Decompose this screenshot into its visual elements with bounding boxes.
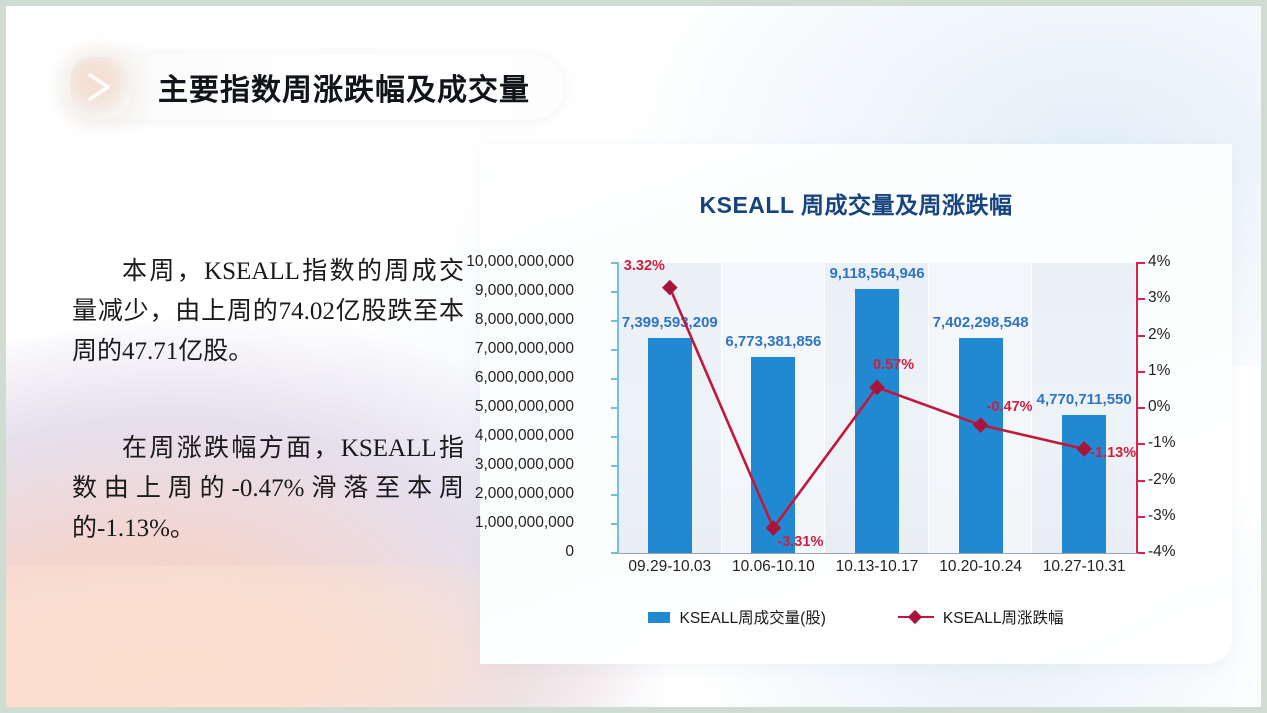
volume-bar[interactable] bbox=[855, 288, 899, 553]
percent-tick-label: 4% bbox=[1148, 253, 1171, 270]
volume-tick bbox=[611, 407, 617, 409]
percent-point-label: -0.47% bbox=[986, 399, 1033, 416]
percent-tick bbox=[1138, 370, 1145, 373]
volume-tick bbox=[611, 349, 617, 351]
volume-bar[interactable] bbox=[1062, 414, 1107, 553]
volume-tick bbox=[611, 378, 617, 380]
percent-tick-label: -2% bbox=[1148, 470, 1176, 488]
percent-point-label: 0.57% bbox=[873, 357, 915, 374]
volume-tick-label: 3,000,000,000 bbox=[474, 456, 574, 473]
percent-tick-label: 3% bbox=[1148, 289, 1171, 307]
page-title: 主要指数周涨跌幅及成交量 bbox=[158, 74, 530, 107]
legend-label-volume: KSEALL周成交量(股) bbox=[679, 610, 826, 627]
volume-tick bbox=[611, 494, 617, 496]
x-axis-label: 09.29-10.03 bbox=[628, 558, 712, 575]
slide-canvas: 主要指数周涨跌幅及成交量 本周，KSEALL指数的周成交量减少，由上周的74.0… bbox=[6, 6, 1261, 707]
volume-tick bbox=[611, 320, 617, 322]
chevron-right-icon bbox=[64, 54, 134, 120]
chart-legend: KSEALL周成交量(股) KSEALL周涨跌幅 bbox=[480, 606, 1232, 628]
volume-tick-label: 0 bbox=[565, 543, 574, 560]
chart-baseline bbox=[617, 553, 1138, 554]
percent-tick bbox=[1138, 479, 1145, 482]
volume-tick-label: 6,000,000,000 bbox=[474, 369, 574, 386]
percent-tick bbox=[1138, 552, 1145, 554]
volume-tick bbox=[611, 436, 617, 438]
percent-axis-line bbox=[1136, 262, 1138, 554]
volume-bar-label: 7,402,298,548 bbox=[932, 314, 1029, 332]
x-axis-label: 10.27-10.31 bbox=[1042, 558, 1126, 575]
narrative-paragraph-1: 本周，KSEALL指数的周成交量减少，由上周的74.02亿股跌至本周的47.71… bbox=[72, 258, 464, 365]
volume-tick bbox=[611, 262, 617, 264]
volume-tick bbox=[611, 523, 617, 525]
volume-tick bbox=[611, 291, 617, 293]
percent-tick bbox=[1138, 443, 1145, 446]
legend-swatch-volume bbox=[648, 611, 671, 623]
legend-item-percent[interactable]: KSEALL周涨跌幅 bbox=[897, 606, 1064, 628]
narrative-paragraph-2: 在周涨跌幅方面，KSEALL指数由上周的-0.47%滑落至本周的-1.13%。 bbox=[72, 435, 464, 542]
volume-tick-label: 8,000,000,000 bbox=[474, 311, 574, 328]
percent-tick-label: 1% bbox=[1148, 361, 1171, 379]
percent-tick-label: -3% bbox=[1148, 506, 1176, 524]
percent-tick bbox=[1138, 298, 1145, 301]
volume-tick-label: 10,000,000,000 bbox=[466, 253, 574, 270]
volume-bar[interactable] bbox=[647, 338, 692, 553]
volume-tick-label: 2,000,000,000 bbox=[474, 485, 574, 502]
volume-bar-label: 7,399,593,209 bbox=[621, 314, 718, 332]
volume-tick-label: 9,000,000,000 bbox=[474, 282, 574, 299]
legend-label-percent: KSEALL周涨跌幅 bbox=[942, 610, 1064, 627]
percent-tick-label: -4% bbox=[1148, 543, 1176, 560]
volume-tick-label: 7,000,000,000 bbox=[474, 340, 574, 357]
chart-title: KSEALL 周成交量及周涨跌幅 bbox=[699, 192, 1013, 218]
volume-tick bbox=[611, 465, 617, 467]
volume-tick-label: 5,000,000,000 bbox=[474, 398, 574, 415]
percent-point-label: -3.31% bbox=[777, 533, 824, 550]
x-axis-label: 10.06-10.10 bbox=[732, 558, 815, 575]
percent-tick-label: 0% bbox=[1148, 398, 1171, 415]
volume-bar-label: 9,118,564,946 bbox=[829, 264, 925, 282]
volume-bar-label: 6,773,381,856 bbox=[725, 332, 822, 350]
percent-tick-label: -1% bbox=[1148, 434, 1176, 452]
plot-column-4 bbox=[1032, 263, 1136, 553]
volume-tick-label: 4,000,000,000 bbox=[474, 427, 574, 444]
x-axis-label: 10.13-10.17 bbox=[835, 558, 919, 575]
legend-marker-percent bbox=[897, 609, 934, 625]
volume-tick-label: 1,000,000,000 bbox=[474, 514, 574, 531]
volume-tick bbox=[611, 552, 617, 554]
percent-tick bbox=[1138, 515, 1145, 518]
percent-tick-label: 2% bbox=[1148, 325, 1171, 343]
narrative-text: 本周，KSEALL指数的周成交量减少，由上周的74.02亿股跌至本周的47.71… bbox=[72, 252, 464, 549]
percent-tick bbox=[1138, 262, 1145, 264]
page-title-pill: 主要指数周涨跌幅及成交量 bbox=[62, 54, 564, 120]
percent-point-label: -1.13% bbox=[1090, 444, 1137, 461]
volume-bar[interactable] bbox=[751, 356, 796, 553]
volume-axis-line bbox=[617, 262, 619, 554]
percent-tick bbox=[1138, 334, 1145, 337]
x-axis-label: 10.20-10.24 bbox=[939, 558, 1022, 575]
volume-bar[interactable] bbox=[958, 338, 1003, 553]
percent-point-label: 3.32% bbox=[623, 257, 665, 274]
legend-item-volume[interactable]: KSEALL周成交量(股) bbox=[648, 606, 826, 628]
chart-card: KSEALL 周成交量及周涨跌幅 0 1,000,000,000 2,000,000… bbox=[466, 144, 1232, 664]
percent-tick bbox=[1138, 407, 1145, 409]
